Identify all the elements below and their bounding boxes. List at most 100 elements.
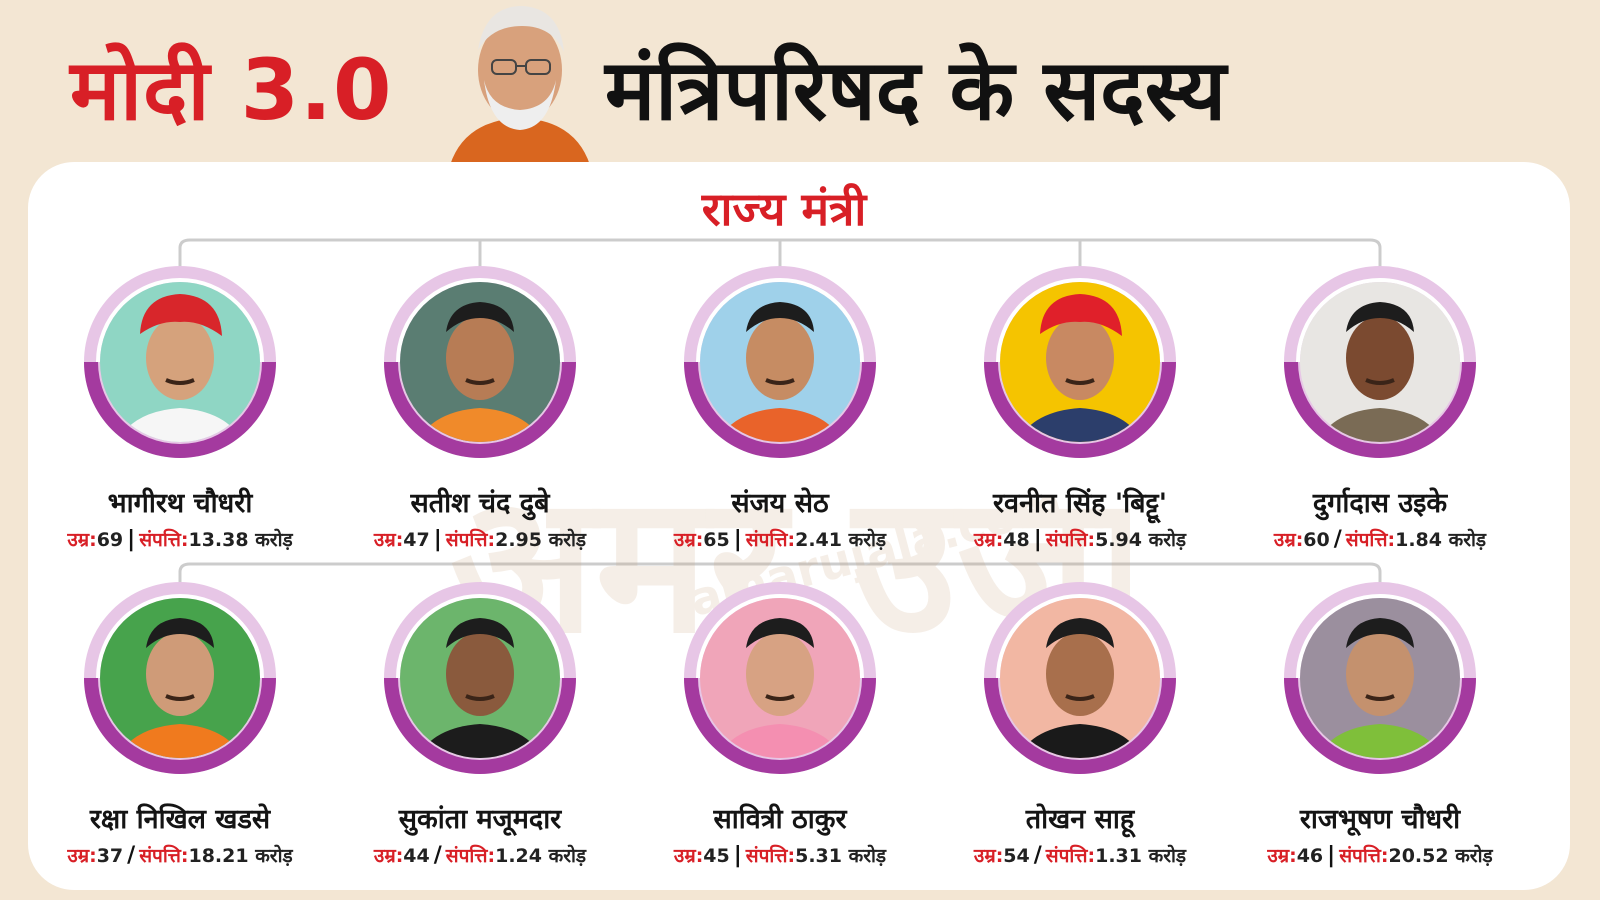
member-photo: [684, 266, 876, 458]
age-label: उम्र:: [1273, 529, 1304, 551]
assets-label: संपत्ति:: [745, 845, 796, 867]
crore-label: करोड़: [1448, 529, 1487, 551]
member-card: सतीश चंद दुबे उम्र:47 | संपत्ति:2.95 करोड़: [330, 262, 630, 551]
member-card: रक्षा निखिल खडसे उम्र:37/संपत्ति:18.21 क…: [30, 578, 330, 867]
stats-separator: /: [433, 843, 442, 868]
assets-value: 18.21: [188, 845, 249, 867]
member-photo: [1284, 582, 1476, 774]
member-stats: उम्र:46 | संपत्ति:20.52 करोड़: [1230, 845, 1530, 867]
member-card: रवनीत सिंह 'बिट्टू' उम्र:48 | संपत्ति:5.94…: [930, 262, 1230, 551]
age-value: 47: [403, 529, 430, 551]
member-card: सावित्री ठाकुर उम्र:45 | संपत्ति:5.31 करोड…: [630, 578, 930, 867]
age-label: उम्र:: [973, 529, 1004, 551]
assets-label: संपत्ति:: [1045, 845, 1096, 867]
assets-value: 2.41: [795, 529, 842, 551]
age-label: उम्र:: [373, 529, 404, 551]
member-name: सावित्री ठाकुर: [713, 804, 847, 835]
member-photo: [384, 582, 576, 774]
member-name: सुकांता मजूमदार: [398, 804, 562, 835]
member-stats: उम्र:37/संपत्ति:18.21 करोड़: [30, 845, 330, 867]
crore-label: करोड़: [848, 845, 887, 867]
member-name: रवनीत सिंह 'बिट्टू': [993, 488, 1167, 519]
stats-separator: |: [1327, 843, 1336, 868]
stats-separator: |: [733, 843, 742, 868]
age-label: उम्र:: [67, 529, 97, 551]
stats-separator: |: [733, 527, 742, 552]
age-value: 48: [1003, 529, 1030, 551]
member-stats: उम्र:65 | संपत्ति:2.41 करोड़: [630, 529, 930, 551]
member-photo: [984, 266, 1176, 458]
assets-label: संपत्ति:: [1345, 529, 1396, 551]
member-name: रक्षा निखिल खडसे: [89, 804, 271, 835]
member-stats: उम्र:69 | संपत्ति:13.38 करोड़: [30, 529, 330, 551]
member-card: तोखन साहू उम्र:54/संपत्ति:1.31 करोड़: [930, 578, 1230, 867]
assets-value: 5.94: [1095, 529, 1142, 551]
assets-value: 1.31: [1095, 845, 1142, 867]
age-label: उम्र:: [673, 529, 704, 551]
crore-label: करोड़: [848, 529, 887, 551]
crore-label: करोड़: [1148, 529, 1187, 551]
age-value: 46: [1296, 845, 1324, 867]
age-value: 60: [1303, 529, 1330, 551]
assets-label: संपत्ति:: [1045, 529, 1096, 551]
age-label: उम्र:: [1267, 845, 1297, 867]
crore-label: करोड़: [255, 529, 293, 551]
crore-label: करोड़: [255, 845, 293, 867]
assets-value: 1.84: [1395, 529, 1442, 551]
member-photo: [84, 582, 276, 774]
age-label: उम्र:: [973, 845, 1004, 867]
member-stats: उम्र:47 | संपत्ति:2.95 करोड़: [330, 529, 630, 551]
member-stats: उम्र:48 | संपत्ति:5.94 करोड़: [930, 529, 1230, 551]
assets-label: संपत्ति:: [139, 529, 189, 551]
age-value: 44: [403, 845, 430, 867]
assets-value: 1.24: [495, 845, 542, 867]
member-stats: उम्र:45 | संपत्ति:5.31 करोड़: [630, 845, 930, 867]
stats-separator: /: [1333, 527, 1342, 552]
assets-value: 20.52: [1388, 845, 1449, 867]
title-red: मोदी 3.0: [70, 41, 393, 139]
member-name: भागीरथ चौधरी: [107, 488, 253, 519]
member-card: संजय सेठ उम्र:65 | संपत्ति:2.41 करोड़: [630, 262, 930, 551]
member-photo: [984, 582, 1176, 774]
member-name: सतीश चंद दुबे: [410, 488, 550, 519]
age-value: 65: [703, 529, 730, 551]
member-stats: उम्र:44/संपत्ति:1.24 करोड़: [330, 845, 630, 867]
crore-label: करोड़: [548, 845, 587, 867]
crore-label: करोड़: [548, 529, 587, 551]
stats-separator: /: [1033, 843, 1042, 868]
age-label: उम्र:: [373, 845, 404, 867]
member-stats: उम्र:54/संपत्ति:1.31 करोड़: [930, 845, 1230, 867]
member-photo: [684, 582, 876, 774]
member-card: राजभूषण चौधरी उम्र:46 | संपत्ति:20.52 करोड…: [1230, 578, 1530, 867]
member-card: भागीरथ चौधरी उम्र:69 | संपत्ति:13.38 करोड़: [30, 262, 330, 551]
age-value: 69: [96, 529, 124, 551]
age-value: 37: [96, 845, 124, 867]
assets-value: 2.95: [495, 529, 542, 551]
member-card: सुकांता मजूमदार उम्र:44/संपत्ति:1.24 करो…: [330, 578, 630, 867]
age-label: उम्र:: [673, 845, 704, 867]
member-name: दुर्गादास उइके: [1312, 488, 1448, 519]
assets-value: 13.38: [188, 529, 249, 551]
title-black: मंत्रिपरिषद के सदस्य: [605, 41, 1227, 139]
assets-label: संपत्ति:: [445, 529, 496, 551]
assets-value: 5.31: [795, 845, 842, 867]
member-photo: [384, 266, 576, 458]
stats-separator: |: [433, 527, 442, 552]
assets-label: संपत्ति:: [445, 845, 496, 867]
member-name: तोखन साहू: [1025, 804, 1135, 835]
stats-separator: |: [1033, 527, 1042, 552]
member-stats: उम्र:60/संपत्ति:1.84 करोड़: [1230, 529, 1530, 551]
member-name: राजभूषण चौधरी: [1299, 804, 1461, 835]
assets-label: संपत्ति:: [745, 529, 796, 551]
age-value: 54: [1003, 845, 1030, 867]
member-photo: [1284, 266, 1476, 458]
member-card: दुर्गादास उइके उम्र:60/संपत्ति:1.84 करोड…: [1230, 262, 1530, 551]
member-name: संजय सेठ: [731, 488, 829, 519]
age-label: उम्र:: [67, 845, 97, 867]
assets-label: संपत्ति:: [1339, 845, 1389, 867]
crore-label: करोड़: [1455, 845, 1493, 867]
section-title: राज्य मंत्री: [701, 182, 867, 236]
leader-portrait: [450, 6, 590, 165]
crore-label: करोड़: [1148, 845, 1187, 867]
member-photo: [84, 266, 276, 458]
